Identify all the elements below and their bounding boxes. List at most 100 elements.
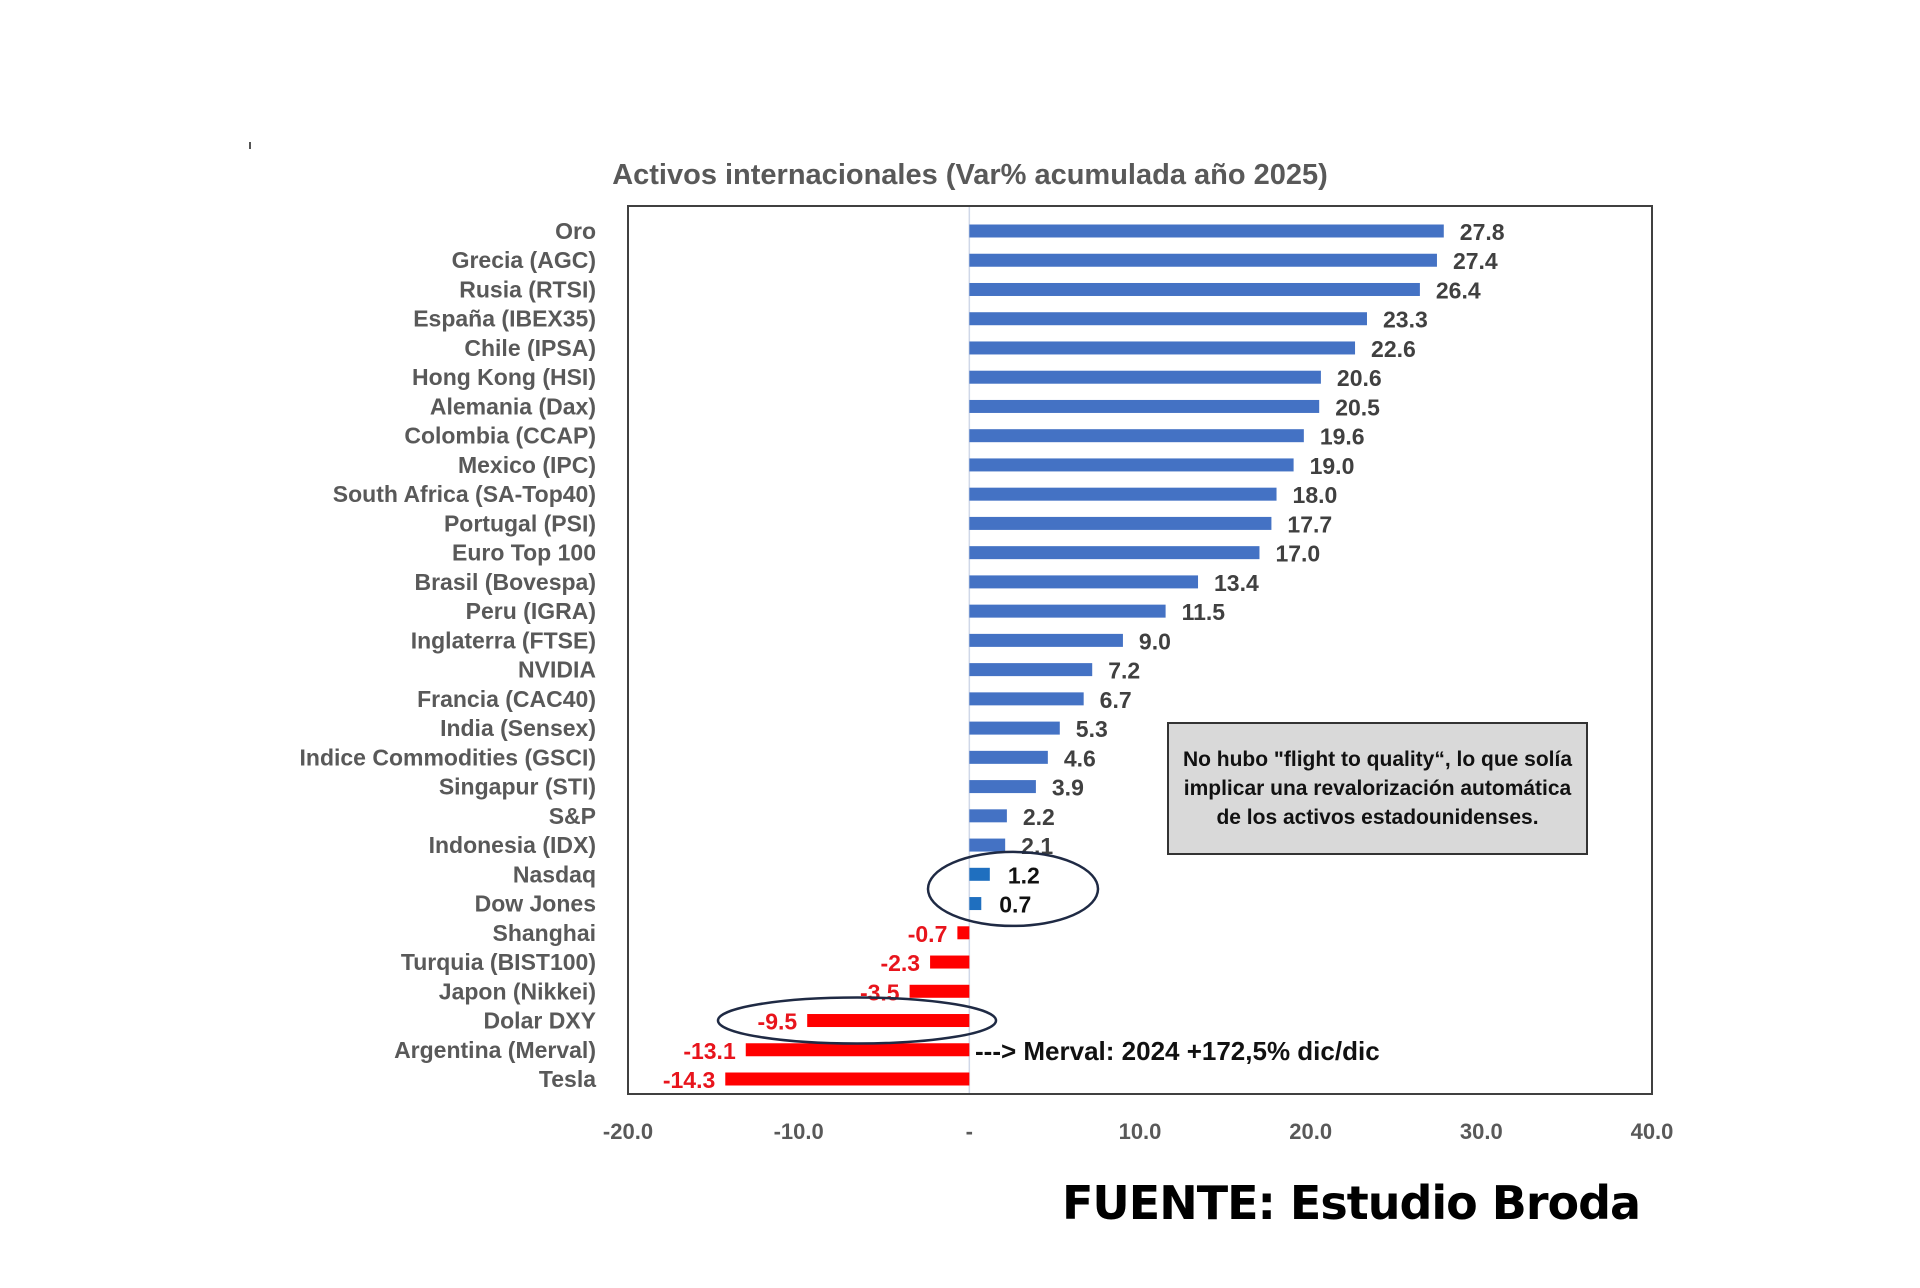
plot-area-border (627, 205, 1653, 1095)
value-label: -0.7 (908, 921, 948, 947)
category-label: Indice Commodities (GSCI) (300, 744, 596, 770)
bar (969, 399, 1320, 413)
value-label: 7.2 (1108, 658, 1140, 684)
x-tick-label: -10.0 (774, 1119, 824, 1144)
value-label: 13.4 (1214, 570, 1259, 596)
bar (969, 750, 1048, 764)
bar (969, 721, 1060, 735)
value-label: 27.8 (1460, 219, 1505, 245)
stray-tick-mark (249, 142, 251, 149)
category-label: Nasdaq (513, 861, 596, 887)
category-label: Peru (IGRA) (466, 598, 596, 624)
bar (969, 604, 1166, 618)
category-label: Indonesia (IDX) (429, 832, 596, 858)
x-tick-label: 20.0 (1289, 1119, 1332, 1144)
value-label: -13.1 (683, 1038, 736, 1064)
bar (807, 1014, 970, 1028)
bar (969, 487, 1277, 501)
category-label: Euro Top 100 (452, 540, 596, 566)
value-label: 2.2 (1023, 804, 1055, 830)
bar (969, 341, 1356, 355)
value-label: 19.6 (1320, 424, 1365, 450)
highlight-ellipses (716, 850, 1100, 1045)
category-label: Brasil (Bovespa) (414, 569, 596, 595)
category-label: Tesla (539, 1066, 596, 1092)
bars-layer (725, 224, 1444, 1086)
chart-title: Activos internacionales (Var% acumulada … (612, 159, 1328, 191)
category-label: Dolar DXY (484, 1008, 596, 1034)
value-label: 22.6 (1371, 336, 1416, 362)
merval-annotation: ---> Merval: 2024 +172,5% dic/dic (975, 1036, 1380, 1066)
value-label: -2.3 (880, 950, 920, 976)
bar (969, 224, 1444, 238)
value-label: 5.3 (1076, 716, 1108, 742)
x-tick-label: 40.0 (1631, 1119, 1674, 1144)
value-labels: 27.8 27.4 26.4 23.3 22.6 20.6 20.5 19.6 19.0 18.0… (663, 219, 1505, 1093)
bar (969, 692, 1084, 706)
category-label: Oro (555, 218, 596, 244)
bar (725, 1072, 970, 1086)
category-label: Dow Jones (475, 891, 596, 917)
category-labels: Oro Grecia (AGC) Rusia (RTSI) España (IBEX3… (300, 218, 597, 1092)
highlight-ellipse-dxy (716, 996, 998, 1045)
value-label: -3.5 (860, 979, 900, 1005)
category-label: Turquia (BIST100) (401, 949, 596, 975)
value-label: 4.6 (1064, 745, 1096, 771)
category-label: Argentina (Merval) (394, 1037, 596, 1063)
bar (969, 516, 1272, 530)
value-label: 6.7 (1100, 687, 1132, 713)
x-tick-label: -20.0 (603, 1119, 653, 1144)
x-tick-label: 30.0 (1460, 1119, 1503, 1144)
value-label: -14.3 (663, 1067, 715, 1093)
value-label: 20.6 (1337, 365, 1382, 391)
category-label: Shanghai (492, 920, 596, 946)
category-label: Colombia (CCAP) (404, 423, 596, 449)
value-label: 9.0 (1139, 628, 1171, 654)
bar (930, 955, 970, 969)
value-label: 0.7 (999, 892, 1031, 918)
value-label: 17.7 (1287, 511, 1332, 537)
value-label: 27.4 (1453, 248, 1498, 274)
category-label: Inglaterra (FTSE) (411, 627, 596, 653)
bar (969, 429, 1304, 443)
category-label: India (Sensex) (440, 715, 596, 741)
value-label: -9.5 (758, 1009, 798, 1035)
bar (969, 663, 1093, 677)
category-label: Japon (Nikkei) (439, 978, 596, 1004)
bar (969, 253, 1437, 267)
bar (957, 926, 970, 940)
category-label: Hong Kong (HSI) (412, 364, 596, 390)
bar (969, 458, 1294, 472)
category-label: Francia (CAC40) (417, 686, 596, 712)
bar (909, 984, 970, 998)
bar (969, 370, 1321, 384)
category-label: Mexico (IPC) (458, 452, 596, 478)
bar (969, 575, 1199, 589)
category-label: Chile (IPSA) (464, 335, 596, 361)
x-tick-label: 10.0 (1119, 1119, 1162, 1144)
annotation-text: No hubo "flight to quality“, lo que solí… (1182, 748, 1573, 829)
bar (969, 312, 1367, 326)
bar (969, 633, 1123, 647)
category-label: España (IBEX35) (413, 306, 596, 332)
category-label: S&P (549, 803, 596, 829)
category-label: South Africa (SA-Top40) (333, 481, 596, 507)
value-label: 18.0 (1293, 482, 1338, 508)
source-credit: FUENTE: Estudio Broda (1062, 1176, 1641, 1230)
bar (969, 546, 1260, 560)
bar (969, 867, 990, 881)
annotation-box: No hubo "flight to quality“, lo que solí… (1167, 722, 1588, 855)
x-axis-ticks: -20.0 -10.0-10.0 20.0 30.0 40.0 (603, 1119, 1673, 1144)
bar (969, 897, 982, 911)
category-label: Alemania (Dax) (430, 393, 596, 419)
value-label: 20.5 (1335, 394, 1380, 420)
bar (969, 780, 1036, 794)
x-tick-label: - (966, 1119, 973, 1144)
value-label: 19.0 (1310, 453, 1355, 479)
value-label: 11.5 (1182, 599, 1226, 625)
highlight-ellipse-us-indices (926, 850, 1100, 928)
category-label: Singapur (STI) (439, 774, 596, 800)
bar (969, 838, 1006, 852)
category-label: Portugal (PSI) (444, 510, 596, 536)
